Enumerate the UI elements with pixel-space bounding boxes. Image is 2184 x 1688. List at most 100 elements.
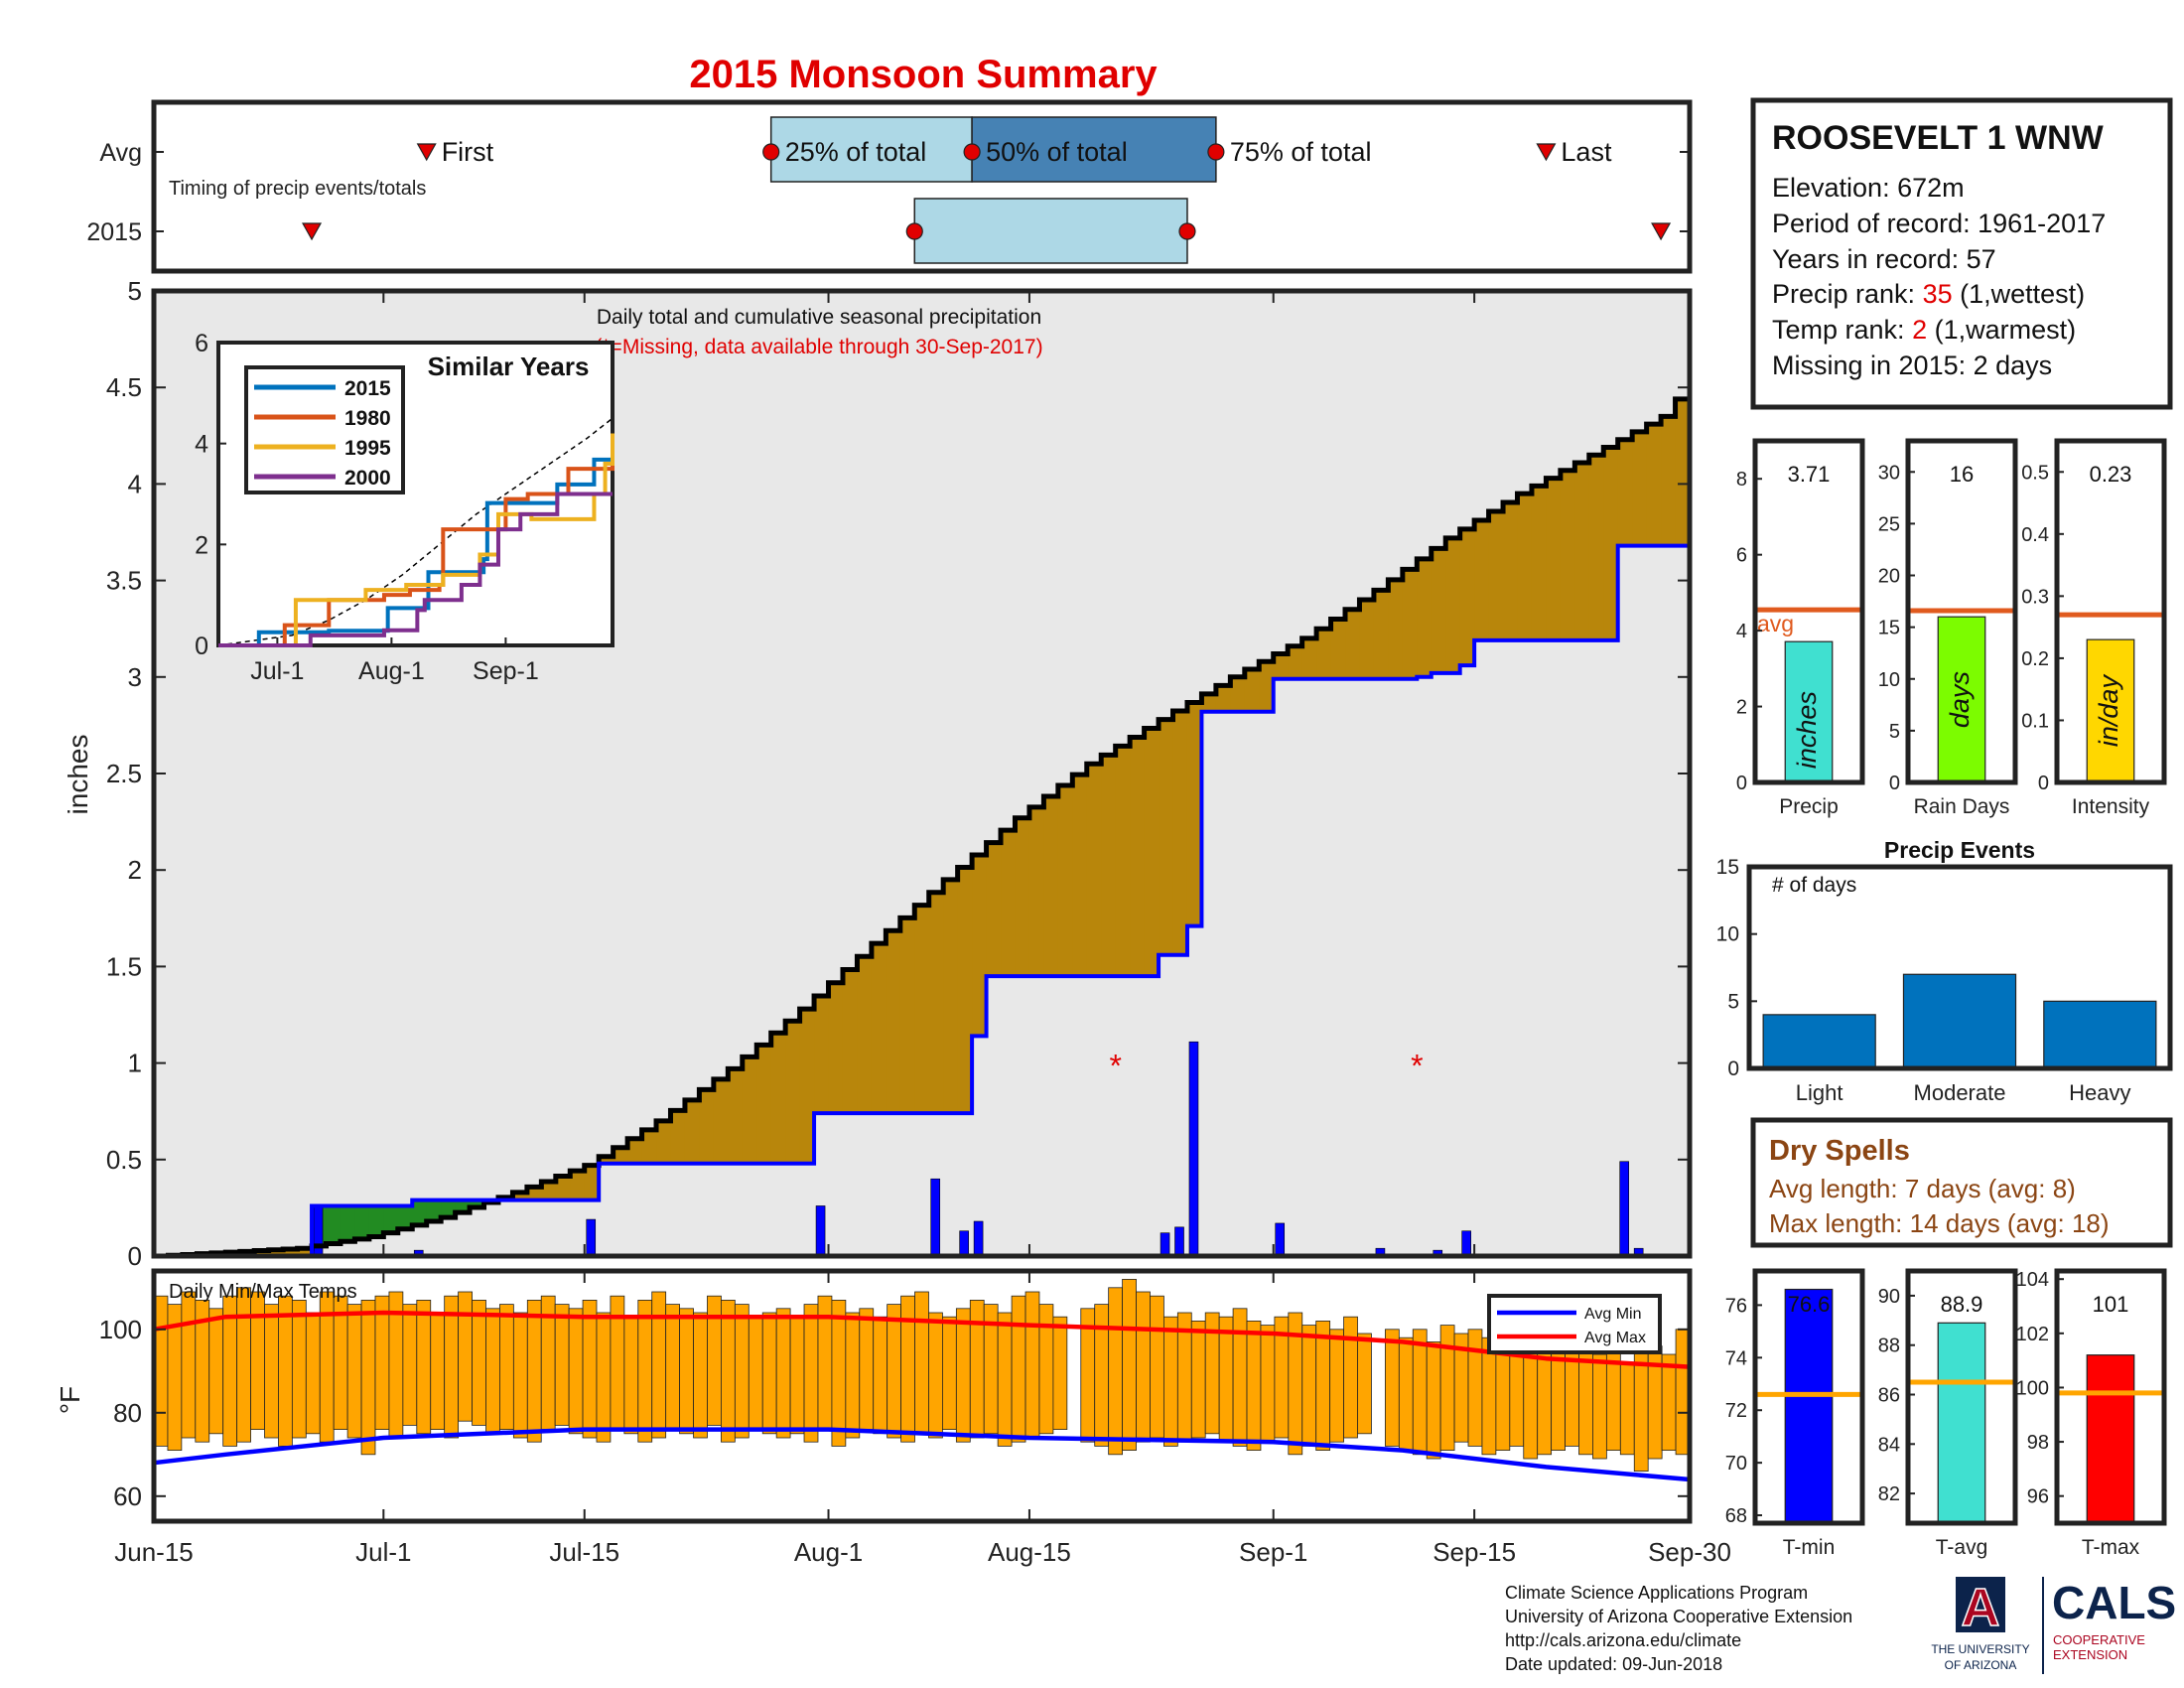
figure-title: 2015 Monsoon Summary (689, 53, 1158, 96)
cumulative-deficit-fill (1316, 629, 1332, 679)
events-frame (1746, 864, 2173, 1071)
footer-line-1: Climate Science Applications Program (1505, 1583, 1808, 1603)
cumulative-deficit-fill (1201, 693, 1217, 712)
precip-bars-avg-label: avg (1757, 611, 1794, 636)
daily-precip-bar (1461, 1230, 1471, 1257)
cumulative-deficit-fill (1373, 590, 1389, 679)
cumulative-deficit-fill (1144, 728, 1160, 977)
temps-frame (151, 1268, 1693, 1524)
cumulative-deficit-fill (1215, 685, 1231, 712)
dry-spells-max: Max length: 14 days (avg: 18) (1769, 1208, 2110, 1238)
daily-temp-bar (1329, 1329, 1344, 1443)
daily-temp-bar (236, 1287, 251, 1443)
daily-temp-bar (499, 1304, 514, 1430)
daily-temp-bar (1343, 1316, 1358, 1439)
daily-temp-bar (250, 1291, 265, 1431)
2015-p25-marker (905, 222, 923, 240)
inset-y-tick-label: 6 (195, 330, 208, 357)
2015-first-marker (302, 222, 323, 241)
cumulative-deficit-fill (541, 1181, 557, 1200)
precip-events-panel: Light Moderate Heavy 0 5 10 15 Precip Events # o… (1716, 837, 2173, 1105)
daily-temp-bar (1122, 1279, 1137, 1452)
cumulative-deficit-fill (1574, 463, 1590, 640)
cumulative-deficit-fill (1001, 830, 1016, 977)
daily-temp-bar (997, 1312, 1013, 1447)
cumulative-surplus-fill (383, 1205, 399, 1233)
timing-row-label-2015: 2015 (86, 218, 142, 246)
daily-temp-bar (1412, 1329, 1428, 1456)
tmin-bars-y-tick-label: 76 (1725, 1295, 1747, 1317)
inset-y-tick-label: 4 (195, 431, 208, 459)
raindays-bars-value-bar (1937, 616, 1986, 783)
tmin-bars-x-label: T-min (1783, 1536, 1836, 1559)
missing-data-marker: * (1109, 1049, 1121, 1084)
cumulative-deficit-fill (857, 956, 873, 1114)
svg-text:THE UNIVERSITY: THE UNIVERSITY (1931, 1642, 2029, 1656)
daily-temp-bar (1398, 1336, 1414, 1451)
daily-temp-bar (1467, 1329, 1483, 1447)
daily-temp-bar (1260, 1325, 1276, 1443)
precip-y-tick-label: 4 (128, 469, 142, 498)
events-y-tick-label: 10 (1716, 923, 1739, 946)
cumulative-deficit-fill (972, 855, 988, 1037)
cumulative-deficit-fill (1159, 719, 1174, 955)
station-name: ROOSEVELT 1 WNW (1772, 119, 2105, 157)
footer-line-4: Date updated: 09-Jun-2018 (1505, 1654, 1722, 1674)
daily-temp-bar (1190, 1321, 1206, 1439)
daily-temp-bar (291, 1300, 307, 1439)
cumulative-deficit-fill (1588, 455, 1604, 640)
cumulative-deficit-fill (1301, 637, 1317, 679)
inset-avg-line (217, 417, 614, 646)
tavg-bars-y-tick-label: 84 (1878, 1434, 1900, 1456)
daily-temp-bar (1357, 1333, 1372, 1435)
daily-temp-bar (485, 1308, 500, 1435)
precip-y-tick-label: 0 (128, 1241, 142, 1271)
cumulative-deficit-fill (886, 930, 901, 1114)
cumulative-deficit-fill (756, 1045, 772, 1164)
daily-temp-bar (1619, 1362, 1635, 1456)
precip-y-tick-label: 5 (128, 276, 142, 306)
intensity-bars-panel: in/day 0.23 0 0.1 0.2 0.3 0.4 0.5 Intensity (2021, 438, 2167, 818)
daily-temp-bar (305, 1312, 321, 1435)
daily-temp-bar (1218, 1316, 1234, 1443)
footer-line-2: University of Arizona Cooperative Extens… (1505, 1607, 1852, 1626)
precip-bars-frame (1752, 438, 1865, 785)
cumulative-deficit-fill (1345, 609, 1360, 679)
cumulative-deficit-fill (899, 917, 915, 1114)
intensity-bars-y-tick-label: 0 (2038, 773, 2049, 794)
temps-y-tick-label: 100 (99, 1315, 142, 1344)
events-bar-moderate (1902, 973, 2017, 1069)
daily-temp-bar (444, 1295, 460, 1439)
daily-temp-bar (914, 1291, 929, 1435)
station-years: Years in record: 57 (1772, 244, 1996, 274)
daily-temp-bar (942, 1316, 957, 1430)
daily-temp-bar (803, 1304, 819, 1443)
avg-last-label: Last (1561, 137, 1612, 167)
cumulative-deficit-fill (254, 1250, 270, 1256)
inset-y-tick-label: 2 (195, 531, 208, 559)
cumulative-deficit-fill (943, 879, 959, 1114)
daily-temp-bar (1024, 1291, 1040, 1439)
temps-legend-label-0: Avg Min (1584, 1306, 1642, 1323)
daily-temp-bar (623, 1316, 639, 1435)
precip-bars-value-bar (1784, 640, 1834, 783)
precip-bars-y-tick-label: 2 (1736, 697, 1747, 719)
daily-temp-bar (568, 1308, 584, 1435)
cumulative-deficit-fill (1259, 661, 1275, 712)
tmin-bars-y-tick-label: 74 (1725, 1347, 1747, 1369)
tavg-bars-panel: 88.9 82 84 86 88 90 T-avg (1878, 1268, 2018, 1559)
cumulative-surplus-fill (441, 1199, 457, 1218)
cumulative-deficit-fill (283, 1249, 299, 1256)
2015-last-marker (1651, 222, 1672, 241)
cumulative-deficit-fill (570, 1171, 586, 1200)
dry-spells-title: Dry Spells (1769, 1135, 1910, 1167)
daily-temp-bar (264, 1304, 279, 1439)
daily-temp-bar (1592, 1353, 1607, 1460)
cumulative-deficit-fill (1086, 764, 1102, 977)
avg-p50-label: 50% of total (986, 137, 1128, 167)
daily-temp-bar (1578, 1336, 1593, 1456)
daily-precip-bar (1188, 1041, 1199, 1257)
x-axis-date-label: Aug-15 (988, 1537, 1071, 1567)
daily-temp-bar (596, 1312, 612, 1443)
precip-y-tick-label: 1 (128, 1049, 142, 1078)
